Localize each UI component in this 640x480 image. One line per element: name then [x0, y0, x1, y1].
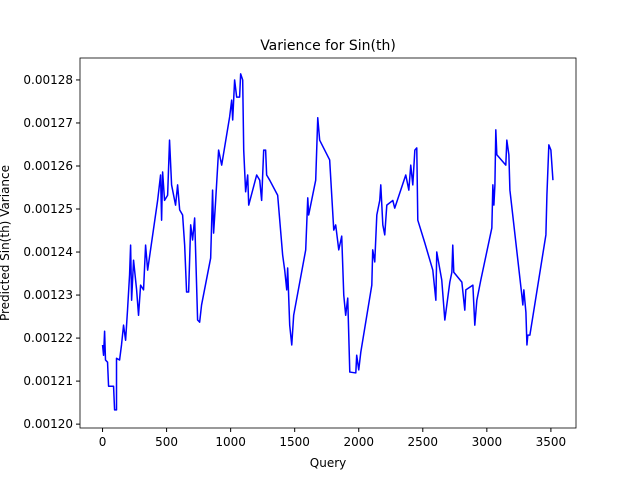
x-tick-label: 0 — [99, 435, 107, 449]
x-tick-label: 3000 — [472, 435, 503, 449]
y-tick-label: 0.00122 — [23, 331, 73, 345]
data-line — [101, 73, 554, 411]
y-tick-label: 0.00127 — [23, 116, 73, 130]
x-tick-label: 2500 — [408, 435, 439, 449]
y-tick-label: 0.00121 — [23, 374, 73, 388]
y-tick-label: 0.00125 — [23, 202, 73, 216]
x-tick-label: 500 — [155, 435, 178, 449]
y-tick-label: 0.00128 — [23, 73, 73, 87]
chart-title: Varience for Sin(th) — [260, 38, 396, 54]
y-tick-label: 0.00123 — [23, 288, 73, 302]
y-axis-label: Predicted Sin(th) Variance — [0, 165, 12, 321]
plot-frame — [79, 57, 577, 429]
x-tick-label: 3500 — [536, 435, 567, 449]
x-tick-label: 1500 — [279, 435, 310, 449]
y-tick-label: 0.00126 — [23, 159, 73, 173]
x-tick-label: 2000 — [343, 435, 374, 449]
y-tick-label: 0.00120 — [23, 417, 73, 431]
x-tick-label: 1000 — [215, 435, 246, 449]
x-axis-label: Query — [310, 456, 346, 470]
y-tick-label: 0.00124 — [23, 245, 73, 259]
